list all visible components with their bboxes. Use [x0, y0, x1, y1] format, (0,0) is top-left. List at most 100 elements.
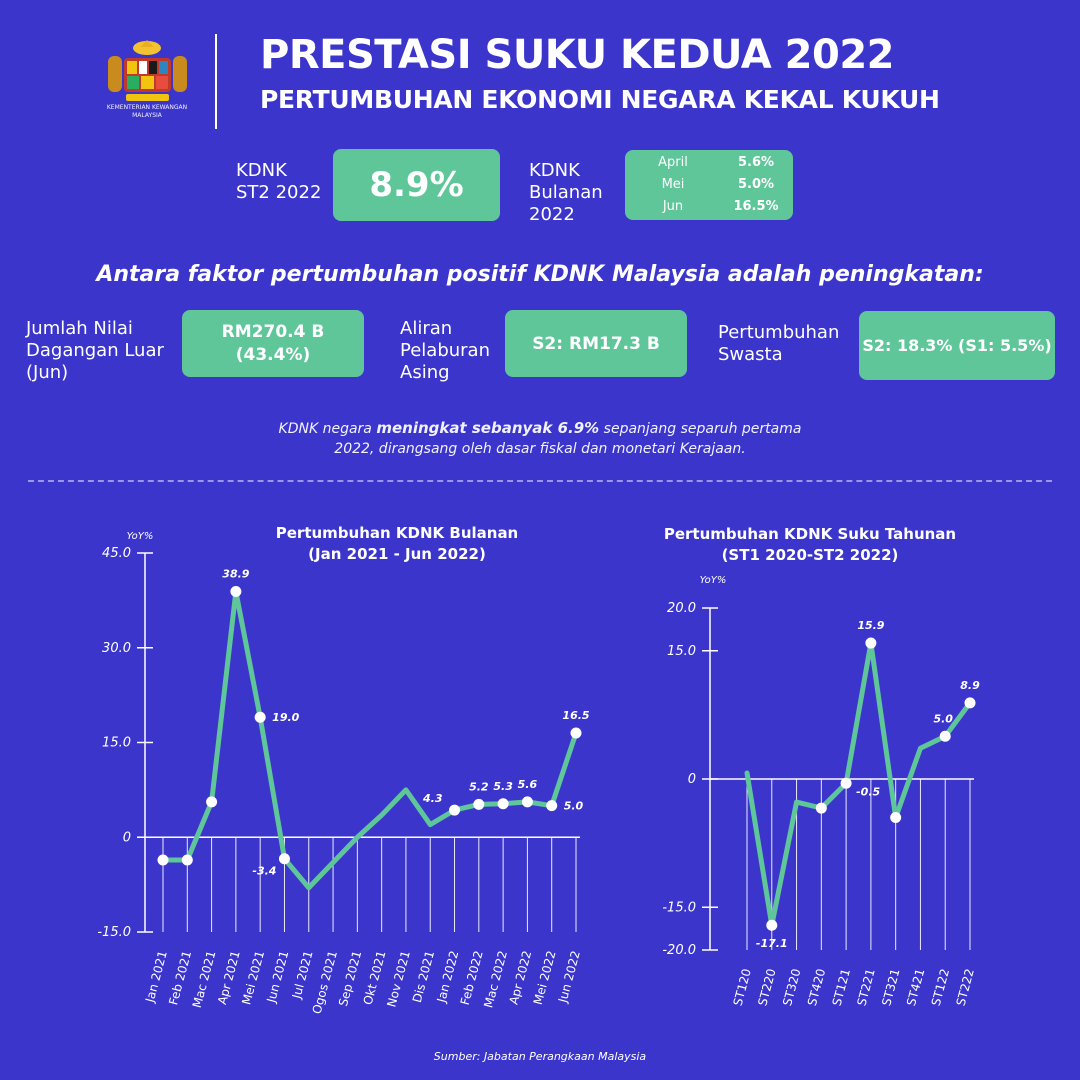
- data-point: [939, 730, 951, 742]
- x-tick-label: Jun 2021: [264, 949, 292, 1005]
- x-tick-label: Mac 2022: [481, 949, 510, 1009]
- y-tick-label: 20.0: [667, 601, 696, 616]
- data-label: 38.9: [222, 568, 249, 581]
- x-tick-label: ST221: [854, 967, 877, 1007]
- x-tick-label: ST122: [929, 967, 952, 1007]
- private-label-line1: Pertumbuhan: [718, 322, 840, 343]
- data-label: 15.9: [857, 619, 884, 632]
- data-point: [840, 777, 852, 789]
- fdi-label-line2: Pelaburan: [400, 340, 490, 361]
- page-subtitle: PERTUMBUHAN EKONOMI NEGARA KEKAL KUKUH: [260, 85, 940, 114]
- trade-label: Jumlah Nilai Dagangan Luar (Jun): [26, 318, 164, 384]
- y-axis-label: YoY%: [127, 531, 154, 542]
- x-tick-label: Mei 2022: [531, 949, 559, 1006]
- series-line: [744, 640, 973, 928]
- y-tick-label: 0: [688, 772, 696, 787]
- factors-heading: Antara faktor pertumbuhan positif KDNK M…: [96, 262, 984, 287]
- y-axis-label: YoY%: [700, 575, 727, 586]
- monthly-value: 5.0%: [737, 177, 775, 192]
- note-part1: KDNK negara: [278, 421, 377, 437]
- header-divider: [215, 34, 217, 129]
- kdnk-monthly-label-line2: Bulanan: [529, 182, 603, 203]
- monthly-value: 16.5%: [733, 199, 779, 214]
- trade-label-line2: Dagangan Luar: [26, 340, 164, 361]
- kdnk-monthly-label-line3: 2022: [529, 204, 575, 225]
- kdnk-quarter-value: 8.9%: [333, 149, 500, 221]
- data-label: 5.6: [518, 778, 538, 791]
- section-divider: [28, 480, 1052, 482]
- x-tick-label: ST421: [904, 967, 927, 1007]
- data-label: 5.0: [933, 712, 953, 725]
- x-tick-label: Nov 2021: [384, 949, 412, 1008]
- y-tick-label: -15.0: [662, 900, 696, 915]
- y-tick-label: -15.0: [97, 925, 131, 940]
- x-tick-label: ST120: [731, 967, 754, 1007]
- data-label: 19.0: [272, 711, 299, 724]
- chart-subtitle: (Jan 2021 - Jun 2022): [308, 545, 486, 563]
- data-label: 4.3: [422, 792, 443, 805]
- trade-label-line1: Jumlah Nilai: [26, 318, 133, 339]
- y-tick-label: 0: [123, 830, 131, 845]
- monthly-month: April: [658, 155, 688, 170]
- data-label: 8.9: [960, 679, 980, 692]
- private-value: S2: 18.3% (S1: 5.5%): [859, 311, 1055, 380]
- x-tick-label: Apr 2021: [215, 949, 243, 1006]
- kdnk-quarter-label: KDNK ST2 2022: [236, 160, 321, 204]
- data-point: [206, 796, 218, 808]
- fdi-value: S2: RM17.3 B: [505, 310, 687, 377]
- kdnk-monthly-box: April 5.6% Mei 5.0% Jun 16.5%: [625, 150, 793, 220]
- data-label: -3.4: [252, 865, 276, 878]
- monthly-gdp-chart: Pertumbuhan KDNK Bulanan (Jan 2021 - Jun …: [97, 524, 590, 1016]
- chart-title: Pertumbuhan KDNK Bulanan: [276, 524, 519, 542]
- y-tick-label: 15.0: [102, 736, 131, 751]
- coat-of-arms-logo: [100, 38, 195, 128]
- page-title: PRESTASI SUKU KEDUA 2022: [260, 32, 894, 78]
- kdnk-monthly-label: KDNK Bulanan 2022: [529, 160, 603, 226]
- data-label: 5.0: [564, 800, 584, 813]
- x-tick-label: Ogos 2021: [310, 949, 340, 1015]
- data-point: [964, 697, 976, 709]
- x-tick-label: Jul 2021: [289, 949, 315, 1001]
- data-point: [497, 798, 509, 810]
- quarterly-gdp-chart: Pertumbuhan KDNK Suku Tahunan (ST1 2020-S…: [662, 525, 980, 1007]
- data-point: [449, 804, 461, 816]
- kdnk-quarter-label-line2: ST2 2022: [236, 182, 322, 203]
- x-tick-label: ST121: [830, 967, 853, 1007]
- data-label: -0.5: [856, 785, 880, 798]
- data-point: [230, 586, 242, 598]
- data-point: [181, 854, 193, 866]
- trade-label-line3: (Jun): [26, 362, 69, 383]
- data-point: [546, 800, 558, 812]
- x-tick-label: Jan 2022: [434, 949, 461, 1005]
- private-label: Pertumbuhan Swasta: [718, 322, 839, 366]
- data-label: 16.5: [562, 709, 589, 722]
- x-tick-label: ST320: [780, 967, 803, 1007]
- data-point: [570, 727, 582, 739]
- logo-caption-line2: MALAYSIA: [132, 112, 162, 119]
- x-tick-label: Apr 2022: [507, 949, 535, 1006]
- x-tick-label: Jan 2021: [142, 949, 169, 1005]
- y-tick-label: 15.0: [667, 644, 696, 659]
- chart-title: Pertumbuhan KDNK Suku Tahunan: [664, 525, 956, 543]
- x-tick-label: ST222: [954, 967, 977, 1007]
- x-tick-label: Feb 2022: [458, 949, 486, 1006]
- monthly-month: Mei: [661, 177, 685, 192]
- data-point: [890, 811, 902, 823]
- x-tick-label: Sep 2021: [336, 949, 364, 1008]
- x-tick-label: ST321: [879, 967, 902, 1007]
- x-tick-label: ST420: [805, 967, 828, 1007]
- note-part2: sepanjang separuh pertama: [599, 421, 802, 437]
- kdnk-quarter-label-line1: KDNK: [236, 160, 287, 181]
- private-label-line2: Swasta: [718, 344, 783, 365]
- y-tick-label: 30.0: [102, 641, 131, 656]
- data-point: [815, 802, 827, 814]
- summary-note: KDNK negara meningkat sebanyak 6.9% sepa…: [0, 418, 1080, 459]
- source-note: Sumber: Jabatan Perangkaan Malaysia: [433, 1050, 647, 1063]
- y-tick-label: -20.0: [662, 943, 696, 958]
- data-point: [521, 796, 533, 808]
- kdnk-monthly-label-line1: KDNK: [529, 160, 580, 181]
- summary-note-line2: 2022, dirangsang oleh dasar fiskal dan m…: [334, 441, 746, 457]
- x-tick-label: Jun 2022: [555, 949, 583, 1005]
- trade-value-line2: (43.4%): [235, 344, 311, 365]
